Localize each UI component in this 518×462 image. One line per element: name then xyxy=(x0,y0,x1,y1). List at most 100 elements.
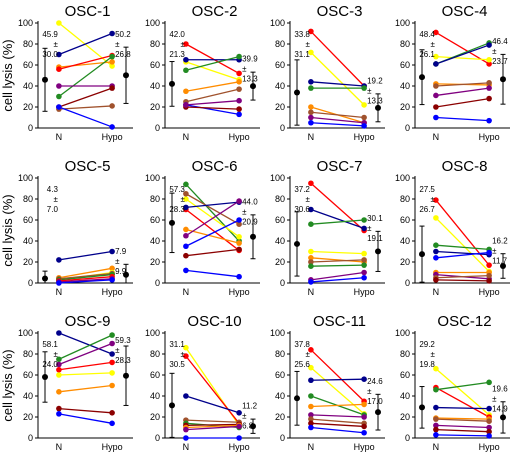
data-point xyxy=(486,379,492,386)
x-category-label: N xyxy=(56,132,63,142)
data-point xyxy=(236,97,242,104)
series-line xyxy=(310,378,365,381)
data-point xyxy=(183,252,189,259)
y-tick-label: 60 xyxy=(275,60,285,70)
summary-annotation: ± xyxy=(431,350,436,359)
y-tick-label: 40 xyxy=(23,391,33,401)
x-category-label: Hypo xyxy=(102,132,123,142)
summary-annotation: ± xyxy=(367,86,372,95)
series-line xyxy=(58,273,113,281)
summary-annotation: 57.3 xyxy=(169,185,185,194)
y-tick-label: 80 xyxy=(150,194,160,204)
series-line xyxy=(435,387,490,418)
summary-annotation: 7.9 xyxy=(115,247,127,256)
y-tick-label: 20 xyxy=(275,102,285,112)
data-point xyxy=(433,416,439,422)
y-tick-label: 0 xyxy=(155,433,160,443)
summary-annotation: 7.0 xyxy=(47,205,59,214)
data-point xyxy=(109,265,115,272)
summary-annotation: ± xyxy=(367,224,372,233)
series-line xyxy=(185,228,240,244)
series-line xyxy=(58,361,113,371)
series-line xyxy=(310,257,365,263)
data-point xyxy=(183,41,189,47)
summary-annotation: 37.2 xyxy=(294,185,310,194)
x-category-label: Hypo xyxy=(229,442,250,452)
series-line xyxy=(185,419,240,423)
summary-annotation: 30.5 xyxy=(169,360,185,369)
summary-annotation: ± xyxy=(181,40,186,49)
summary-annotation: 27.5 xyxy=(419,185,435,194)
y-tick-label: 80 xyxy=(400,194,410,204)
y-tick-label: 20 xyxy=(150,412,160,422)
summary-annotation: ± xyxy=(492,394,497,403)
summary-annotation: ± xyxy=(367,387,372,396)
data-point xyxy=(486,85,492,91)
x-category-label: N xyxy=(183,442,190,452)
data-point xyxy=(183,267,189,274)
x-category-label: Hypo xyxy=(102,442,123,452)
data-point xyxy=(308,109,314,116)
data-point xyxy=(308,114,314,121)
y-axis-title: cell lysis (%) xyxy=(0,39,15,111)
y-tick-label: 40 xyxy=(150,81,160,91)
data-point xyxy=(183,204,189,211)
data-point xyxy=(308,412,314,418)
series-line xyxy=(435,44,490,65)
series-line xyxy=(310,219,365,225)
data-point xyxy=(433,197,439,203)
y-tick-label: 60 xyxy=(275,370,285,380)
series-line xyxy=(58,56,113,98)
series-line xyxy=(58,407,113,414)
series-line xyxy=(435,424,490,429)
summary-annotation: 50.2 xyxy=(115,30,131,39)
series-line xyxy=(310,277,365,283)
data-point xyxy=(236,246,242,253)
series-line xyxy=(310,111,365,119)
data-point xyxy=(486,80,492,86)
y-tick-label: 0 xyxy=(28,433,33,443)
data-point xyxy=(236,423,242,430)
data-point xyxy=(183,353,189,359)
summary-annotation: 21.3 xyxy=(169,50,185,59)
y-tick-label: 60 xyxy=(275,215,285,225)
y-tick-label: 60 xyxy=(150,215,160,225)
summary-annotation: ± xyxy=(115,40,120,49)
y-tick-label: 80 xyxy=(275,349,285,359)
x-category-label: Hypo xyxy=(479,287,500,297)
summary-annotation: ± xyxy=(181,350,186,359)
data-point xyxy=(236,79,242,85)
summary-annotation: 19.6 xyxy=(492,384,508,393)
data-point xyxy=(308,364,314,371)
data-point xyxy=(308,85,314,91)
y-tick-label: 20 xyxy=(23,257,33,267)
series-line xyxy=(58,276,113,282)
x-category-label: Hypo xyxy=(102,287,123,297)
series-line xyxy=(58,384,113,393)
summary-annotation: ± xyxy=(115,346,120,355)
data-point xyxy=(433,248,439,255)
data-point xyxy=(109,124,115,130)
data-point xyxy=(308,180,314,187)
y-tick-label: 100 xyxy=(145,328,160,338)
mean-marker xyxy=(500,262,506,269)
mean-marker xyxy=(294,395,300,402)
data-point xyxy=(308,424,314,431)
y-tick-label: 100 xyxy=(18,328,33,338)
summary-annotation: 45.9 xyxy=(42,30,58,39)
mean-marker xyxy=(375,104,381,111)
data-point xyxy=(433,104,439,110)
y-tick-label: 100 xyxy=(270,328,285,338)
summary-annotation: ± xyxy=(115,257,120,266)
mean-marker xyxy=(419,404,425,411)
summary-annotation: 31.1 xyxy=(294,50,310,59)
y-tick-label: 100 xyxy=(145,173,160,183)
data-point xyxy=(308,279,314,285)
data-point xyxy=(109,30,115,37)
series-line xyxy=(435,418,490,422)
summary-annotation: 24.0 xyxy=(42,360,58,369)
